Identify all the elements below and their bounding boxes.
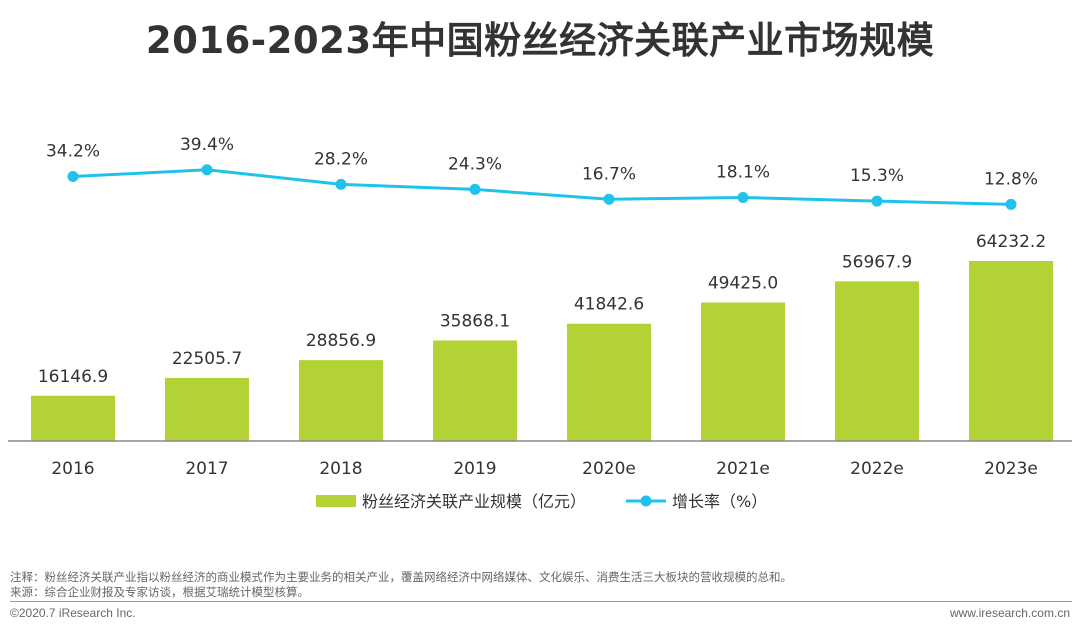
x-tick-label-2019: 2019 xyxy=(453,459,496,479)
bar-value-label-2019: 35868.1 xyxy=(440,311,510,331)
growth-label-2018: 28.2% xyxy=(314,149,368,169)
x-tick-label-2022e: 2022e xyxy=(850,459,904,479)
growth-label-2017: 39.4% xyxy=(180,135,234,155)
growth-label-2020e: 16.7% xyxy=(582,164,636,184)
growth-point-2022e xyxy=(871,195,883,207)
legend-bar-swatch xyxy=(316,495,356,507)
bar-value-label-2016: 16146.9 xyxy=(38,367,108,387)
bar-value-label-2020e: 41842.6 xyxy=(574,295,644,315)
growth-label-2022e: 15.3% xyxy=(850,166,904,186)
growth-point-2023e xyxy=(1005,198,1017,210)
growth-label-2023e: 12.8% xyxy=(984,169,1038,189)
bar-2017 xyxy=(165,377,249,441)
legend-line-marker xyxy=(640,495,652,507)
labels-layer: 16146.9 2016 22505.7 2017 28856.9 2018 35868.1… xyxy=(38,135,1046,479)
copyright: ©2020.7 iResearch Inc. xyxy=(10,606,136,620)
growth-line-layer xyxy=(67,164,1017,210)
bar-2016 xyxy=(31,395,115,441)
legend-line-label: 增长率（%） xyxy=(672,492,767,511)
growth-point-2016 xyxy=(67,171,79,183)
growth-point-2017 xyxy=(201,164,213,176)
chart-area: 16146.9 2016 22505.7 2017 28856.9 2018 35868.1… xyxy=(8,135,1072,511)
x-tick-label-2020e: 2020e xyxy=(582,459,636,479)
footer-divider xyxy=(10,601,1072,602)
chart-note: 注释：粉丝经济关联产业指以粉丝经济的商业模式作为主要业务的相关产业，覆盖网络经济… xyxy=(10,570,792,584)
growth-label-2019: 24.3% xyxy=(448,154,502,174)
bar-value-label-2021e: 49425.0 xyxy=(708,273,778,293)
bar-2023e xyxy=(969,261,1053,441)
bar-value-label-2022e: 56967.9 xyxy=(842,252,912,272)
x-tick-label-2017: 2017 xyxy=(185,459,228,479)
growth-point-2020e xyxy=(603,193,615,205)
x-tick-label-2018: 2018 xyxy=(319,459,362,479)
bar-value-label-2017: 22505.7 xyxy=(172,349,242,369)
growth-point-2018 xyxy=(335,178,347,190)
growth-label-2021e: 18.1% xyxy=(716,162,770,182)
bar-value-label-2023e: 64232.2 xyxy=(976,232,1046,252)
chart-title: 2016-2023年中国粉丝经济关联产业市场规模 xyxy=(145,19,935,62)
bars-layer xyxy=(31,261,1053,441)
bar-2019 xyxy=(433,340,517,441)
bar-2021e xyxy=(701,302,785,441)
growth-label-2016: 34.2% xyxy=(46,142,100,162)
growth-point-2019 xyxy=(469,183,481,195)
bar-2018 xyxy=(299,360,383,441)
bar-2022e xyxy=(835,281,919,441)
x-tick-label-2016: 2016 xyxy=(51,459,94,479)
bar-value-label-2018: 28856.9 xyxy=(306,331,376,351)
x-tick-label-2021e: 2021e xyxy=(716,459,770,479)
growth-point-2021e xyxy=(737,191,749,203)
growth-rate-line xyxy=(72,168,1012,206)
x-tick-label-2023e: 2023e xyxy=(984,459,1038,479)
chart-source: 来源：综合企业财报及专家访谈，根据艾瑞统计模型核算。 xyxy=(10,585,309,599)
legend-bar-label: 粉丝经济关联产业规模（亿元） xyxy=(362,492,586,511)
legend: 粉丝经济关联产业规模（亿元） 增长率（%） xyxy=(316,492,767,511)
bar-2020e xyxy=(567,323,651,441)
website-link[interactable]: www.iresearch.com.cn xyxy=(949,606,1070,620)
